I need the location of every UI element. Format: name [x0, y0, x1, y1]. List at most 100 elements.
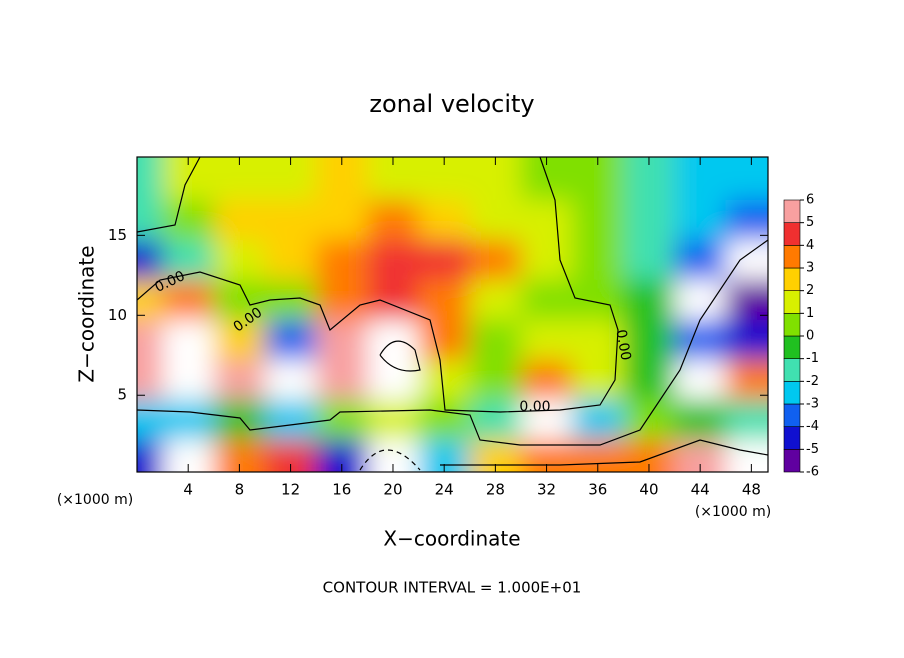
- y-tick-label: 15: [108, 226, 127, 244]
- colorbar-tick-label: 2: [806, 283, 814, 298]
- field-cell: [623, 359, 676, 400]
- field-cell: [520, 399, 573, 440]
- x-tick-label: 20: [383, 481, 402, 499]
- field-cell: [418, 319, 471, 360]
- field-cell: [162, 279, 215, 320]
- field-cell: [674, 279, 727, 320]
- x-tick-label: 36: [588, 481, 607, 499]
- x-tick-label: 44: [691, 481, 710, 499]
- x-axis-label: X−coordinate: [383, 527, 520, 551]
- field-cell: [162, 199, 215, 240]
- field-cell: [137, 319, 164, 360]
- field-cell: [316, 199, 368, 240]
- contour-line: [440, 439, 768, 466]
- field-cell: [725, 439, 768, 472]
- field-cell: [264, 199, 317, 240]
- field-cell: [572, 239, 624, 280]
- chart-title: zonal velocity: [369, 90, 534, 118]
- field-cell: [316, 359, 368, 400]
- field-cell: [316, 279, 368, 320]
- field-cell: [137, 439, 164, 472]
- y-axis-label: Z−coordinate: [75, 245, 99, 382]
- x-tick-label: 28: [486, 481, 505, 499]
- x-tick-label: 32: [537, 481, 556, 499]
- contour-line: [137, 157, 201, 233]
- field-cell: [213, 439, 266, 472]
- field-cell: [725, 199, 768, 240]
- colorbar-tick-label: -1: [806, 351, 819, 366]
- field-cell: [725, 157, 768, 200]
- contour-line: [359, 449, 421, 471]
- colorbar-tick-label: 4: [806, 238, 814, 253]
- colorbar-swatch: [783, 335, 801, 359]
- field-cell: [162, 359, 215, 400]
- x-tick-label: 16: [332, 481, 351, 499]
- field-cell: [418, 279, 471, 320]
- field-cell: [572, 199, 624, 240]
- contours: [137, 157, 768, 471]
- field-cell: [367, 319, 420, 360]
- colorbar-swatch: [783, 426, 801, 450]
- field-cell: [469, 239, 522, 280]
- field-cell: [367, 439, 420, 472]
- field-cell: [137, 199, 164, 240]
- plot-frame: [136, 156, 769, 473]
- field-cell: [520, 199, 573, 240]
- colorbar-tick-label: 3: [806, 261, 814, 276]
- field-cell: [367, 199, 420, 240]
- contour-line: [137, 239, 768, 446]
- x-tick-label: 40: [639, 481, 658, 499]
- x-tick-label: 8: [235, 481, 245, 499]
- colorbar-tick-label: -4: [806, 419, 819, 434]
- field-cell: [725, 239, 768, 280]
- field-cell: [418, 199, 471, 240]
- field: [137, 157, 768, 472]
- field-cell: [520, 319, 573, 360]
- colorbar-swatch: [783, 381, 801, 405]
- field-cell: [520, 279, 573, 320]
- field-cell: [572, 319, 624, 360]
- field-cell: [469, 319, 522, 360]
- colorbar-swatch: [783, 358, 801, 382]
- field-cell: [213, 239, 266, 280]
- colorbar-tick-label: -5: [806, 442, 819, 457]
- colorbar-tick-label: 5: [806, 215, 814, 230]
- colorbar-swatch: [783, 403, 801, 427]
- colorbar-swatch: [783, 199, 801, 223]
- colorbar-tick-label: -2: [806, 374, 819, 389]
- contour-label: 0.00: [519, 399, 550, 415]
- field-cell: [469, 399, 522, 440]
- field-cell: [725, 319, 768, 360]
- field-cell: [162, 239, 215, 280]
- contour-line: [379, 340, 421, 372]
- field-cell: [469, 199, 522, 240]
- field-cell: [520, 239, 573, 280]
- field-cell: [264, 399, 317, 440]
- field-cell: [674, 199, 727, 240]
- field-cell: [725, 399, 768, 440]
- field-cell: [213, 199, 266, 240]
- colorbar-swatch: [783, 449, 801, 473]
- field-cell: [264, 359, 317, 400]
- field-cell: [316, 239, 368, 280]
- field-cell: [674, 359, 727, 400]
- field-cell: [367, 359, 420, 400]
- field-cell: [520, 439, 573, 472]
- colorbar-swatch: [783, 290, 801, 314]
- field-cell: [264, 439, 317, 472]
- field-cell: [316, 319, 368, 360]
- field-cell: [213, 399, 266, 440]
- colorbar-tick-label: -6: [806, 465, 819, 480]
- colorbar-tick-label: 6: [806, 193, 814, 208]
- colorbar-swatch: [783, 222, 801, 246]
- field-cell: [264, 239, 317, 280]
- contour-line: [137, 157, 619, 413]
- footer: CONTOUR INTERVAL = 1.000E+01: [323, 579, 582, 597]
- field-cell: [674, 239, 727, 280]
- field-cell: [725, 359, 768, 400]
- field-cell: [367, 399, 420, 440]
- y-tick-label: 10: [108, 306, 127, 324]
- field-cell: [137, 157, 164, 200]
- field-cell: [213, 359, 266, 400]
